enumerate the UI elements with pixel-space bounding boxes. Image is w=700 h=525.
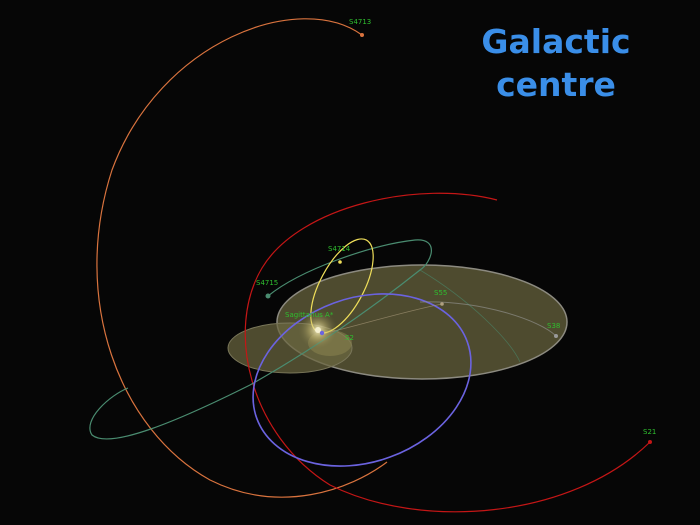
star-s38 xyxy=(554,334,558,338)
label-s38: S38 xyxy=(547,322,560,330)
star-s4714 xyxy=(338,260,342,264)
label-s4713: S4713 xyxy=(349,18,371,26)
title-line-1: Galactic xyxy=(481,22,631,61)
title-line-2: centre xyxy=(496,65,616,104)
label-s2: S2 xyxy=(345,334,354,342)
page-title: Galactic centre xyxy=(456,20,656,106)
label-s55: S55 xyxy=(434,289,447,297)
orbit-s2 xyxy=(252,293,472,467)
label-sagittarius-a: Sagittarius A* xyxy=(285,311,334,319)
orbit-s4715-back xyxy=(419,269,521,363)
label-s4714: S4714 xyxy=(328,245,351,253)
label-s4715: S4715 xyxy=(256,279,278,287)
star-s4713 xyxy=(360,33,364,37)
label-s21: S21 xyxy=(643,428,656,436)
orbit-s55 xyxy=(329,303,443,333)
orbit-s4713 xyxy=(96,18,388,498)
orbit-s21 xyxy=(244,192,651,513)
star-s4715 xyxy=(265,293,271,299)
sagittarius-a-marker xyxy=(315,327,321,333)
orbit-s38 xyxy=(419,301,557,337)
star-s21 xyxy=(648,440,652,444)
star-s2 xyxy=(319,330,325,336)
star-s55 xyxy=(440,302,444,306)
orbit-s4715 xyxy=(89,239,432,440)
